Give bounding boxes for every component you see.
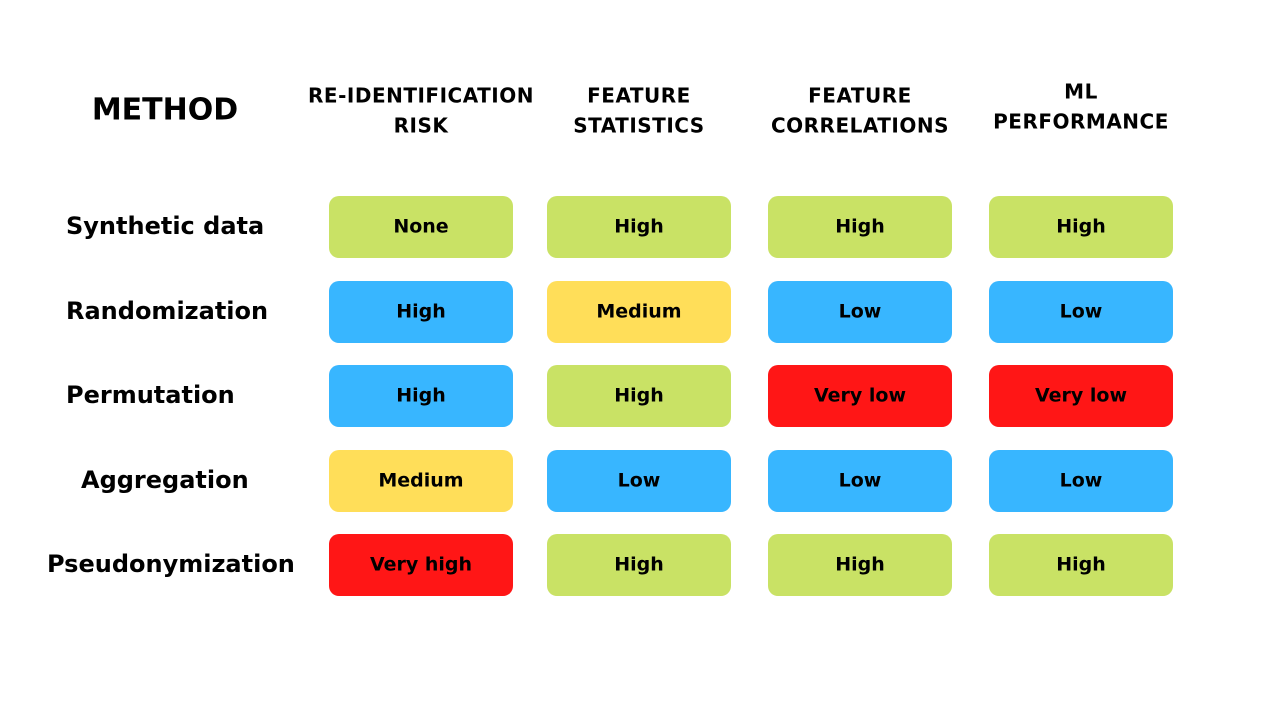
rating-label: High [614,385,664,407]
column-header: FEATURE [808,84,912,108]
rating-cell [329,196,513,258]
rating-label: High [835,216,885,238]
method-header: METHOD [92,93,238,128]
rating-label: High [614,554,664,576]
column-header: ML [1064,80,1098,104]
rating-cell [547,281,731,343]
rating-cell [989,196,1173,258]
rating-label: High [614,216,664,238]
rating-label: Low [839,470,882,492]
row-label: Synthetic data [66,212,264,240]
rating-label: High [1056,216,1106,238]
rating-label: High [1056,554,1106,576]
rating-cell [547,365,731,427]
rating-cell [547,196,731,258]
rating-cell [768,196,952,258]
rating-cell [768,281,952,343]
rating-label: Medium [596,301,681,323]
rating-cell [547,534,731,596]
rating-label: Low [839,301,882,323]
rating-cell [768,365,952,427]
rating-cell [768,450,952,512]
rating-cell [989,450,1173,512]
row-label: Aggregation [81,466,249,494]
column-header: CORRELATIONS [771,114,949,138]
rating-label: Very low [814,385,906,407]
rating-cell [329,281,513,343]
row-label: Pseudonymization [47,550,295,578]
rating-label: High [835,554,885,576]
rating-cell [768,534,952,596]
column-header: PERFORMANCE [993,110,1169,134]
rating-cell [329,365,513,427]
rating-label: Low [1060,301,1103,323]
rating-cell [329,534,513,596]
rating-label: High [396,301,446,323]
rating-label: Very low [1035,385,1127,407]
rating-label: None [393,216,448,238]
rating-label: Low [1060,470,1103,492]
rating-cell [989,365,1173,427]
column-header: STATISTICS [573,114,704,138]
rating-label: Low [618,470,661,492]
rating-label: High [396,385,446,407]
row-label: Permutation [66,381,235,409]
row-label: Randomization [66,297,268,325]
rating-cell [989,281,1173,343]
column-header: FEATURE [587,84,691,108]
rating-cell [329,450,513,512]
column-header: RE-IDENTIFICATION [308,84,534,108]
rating-cell [989,534,1173,596]
column-header: RISK [394,114,450,138]
rating-label: Medium [378,470,463,492]
rating-label: Very high [370,554,472,576]
rating-cell [547,450,731,512]
